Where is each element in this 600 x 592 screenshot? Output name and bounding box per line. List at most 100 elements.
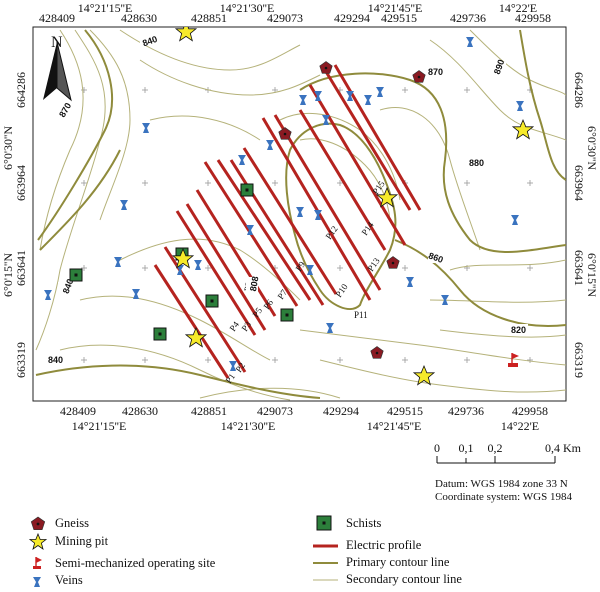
grid-cross — [337, 180, 343, 186]
vein-icon — [114, 257, 122, 267]
legend-label: Gneiss — [55, 516, 90, 530]
profile-label: P2 — [233, 361, 247, 375]
x-utm-tick: 429515 — [381, 11, 417, 25]
grid-cross — [402, 265, 408, 271]
scale-tick: 0 — [434, 441, 440, 455]
vein-icon — [299, 95, 307, 105]
contour-label: 860 — [427, 250, 445, 265]
grid-cross — [205, 180, 211, 186]
grid-cross — [81, 87, 87, 93]
legend-item-operating-site: Semi-mechanized operating site — [55, 556, 215, 571]
vein-icon — [314, 210, 322, 220]
vein-icon — [229, 361, 237, 371]
x-utm-tick: 429736 — [450, 11, 486, 25]
contour-label: 840 — [48, 355, 63, 365]
datum-line: Datum: WGS 1984 zone 33 N — [435, 478, 568, 490]
legend-item-electric-profile: Electric profile — [346, 538, 421, 553]
vein-icon — [246, 225, 254, 235]
schist-icon — [280, 308, 294, 322]
primary-contours — [35, 29, 566, 399]
vein-icon — [266, 140, 274, 150]
gneiss-icon — [30, 516, 46, 531]
y-ticks-right: 664286 6°0'30''N 663964 6°0'15''N 663641… — [572, 72, 599, 378]
profile-line — [308, 84, 407, 246]
legend-label: Semi-mechanized operating site — [55, 556, 216, 570]
vein-icon — [238, 155, 246, 165]
grid-cross — [527, 180, 533, 186]
profile-line — [242, 147, 338, 295]
x-utm-tick: 428409 — [60, 404, 96, 418]
grid-cross — [272, 180, 278, 186]
operating-site-icon — [508, 353, 519, 367]
grid-cross — [402, 357, 408, 363]
profile-line — [216, 159, 312, 301]
vein-icon — [44, 290, 52, 300]
grid-cross — [81, 357, 87, 363]
contour-label: 820 — [511, 325, 526, 335]
grid-cross — [464, 357, 470, 363]
grid-cross — [464, 87, 470, 93]
grid-cross — [337, 265, 343, 271]
grid-cross — [81, 265, 87, 271]
scale-tick: 0,2 — [488, 441, 503, 455]
profile-line — [323, 69, 412, 211]
mining-pit-icon — [412, 364, 436, 386]
mining-pit-icon — [511, 118, 535, 140]
profile-line — [273, 114, 382, 291]
schist-icon — [205, 294, 219, 308]
schist-icon — [316, 515, 332, 531]
gneiss-icon — [278, 127, 292, 140]
x-lon-tick: 14°21'45''E — [367, 419, 422, 433]
vein-icon — [176, 265, 184, 275]
grid-cross — [527, 357, 533, 363]
legend-item-primary-contour: Primary contour line — [346, 555, 449, 570]
y-utm-tick: 663964 — [14, 165, 28, 201]
vein-icon — [120, 200, 128, 210]
y-utm-tick: 664286 — [572, 72, 586, 108]
grid-cross — [402, 87, 408, 93]
vein-icon — [346, 91, 354, 101]
datum-info: Datum: WGS 1984 zone 33 N Coordinate sys… — [435, 478, 572, 504]
vein-icon — [326, 323, 334, 333]
y-utm-tick: 663641 — [14, 250, 28, 286]
legend-label: Electric profile — [346, 538, 422, 552]
x-lon-tick: 14°21'15''E — [72, 419, 127, 433]
legend-item-veins: Veins — [55, 573, 83, 588]
operating-site-legend-icon — [33, 557, 42, 569]
x-utm-tick: 428630 — [122, 404, 158, 418]
mining-pit-icon — [28, 532, 48, 550]
vein-icon — [406, 277, 414, 287]
contour-label: 840 — [61, 277, 76, 295]
vein-icon — [376, 87, 384, 97]
contour-label: 870 — [428, 67, 443, 77]
x-utm-tick: 428851 — [191, 11, 227, 25]
y-utm-tick: 663319 — [572, 342, 586, 378]
x-utm-tick: 429736 — [448, 404, 484, 418]
contour-label: 880 — [469, 158, 484, 168]
legend-label: Schists — [346, 516, 382, 530]
x-lon-tick: 14°21'30''E — [221, 419, 276, 433]
vein-icon — [314, 91, 322, 101]
gneiss-icon — [319, 61, 333, 74]
legend-item-mining-pit: Mining pit — [55, 534, 108, 549]
scale-tick: 0,1 — [459, 441, 474, 455]
y-lat-tick: 6°0'15''N — [1, 253, 15, 297]
x-utm-tick: 428630 — [121, 11, 157, 25]
legend-label: Veins — [55, 573, 83, 587]
vein-icon — [364, 95, 372, 105]
x-utm-tick: 429073 — [267, 11, 303, 25]
legend-label: Primary contour line — [346, 555, 450, 569]
x-utm-tick: 429958 — [515, 11, 551, 25]
vein-icon — [441, 295, 449, 305]
vein-icon — [466, 37, 474, 47]
profile-line — [175, 210, 257, 336]
x-utm-tick: 429294 — [323, 404, 359, 418]
veins-layer — [44, 37, 524, 371]
vein-icon — [296, 207, 304, 217]
grid-cross — [337, 357, 343, 363]
profile-line — [298, 109, 387, 251]
y-utm-tick: 664286 — [14, 72, 28, 108]
grid-cross — [272, 357, 278, 363]
legend-symbols — [28, 515, 338, 587]
